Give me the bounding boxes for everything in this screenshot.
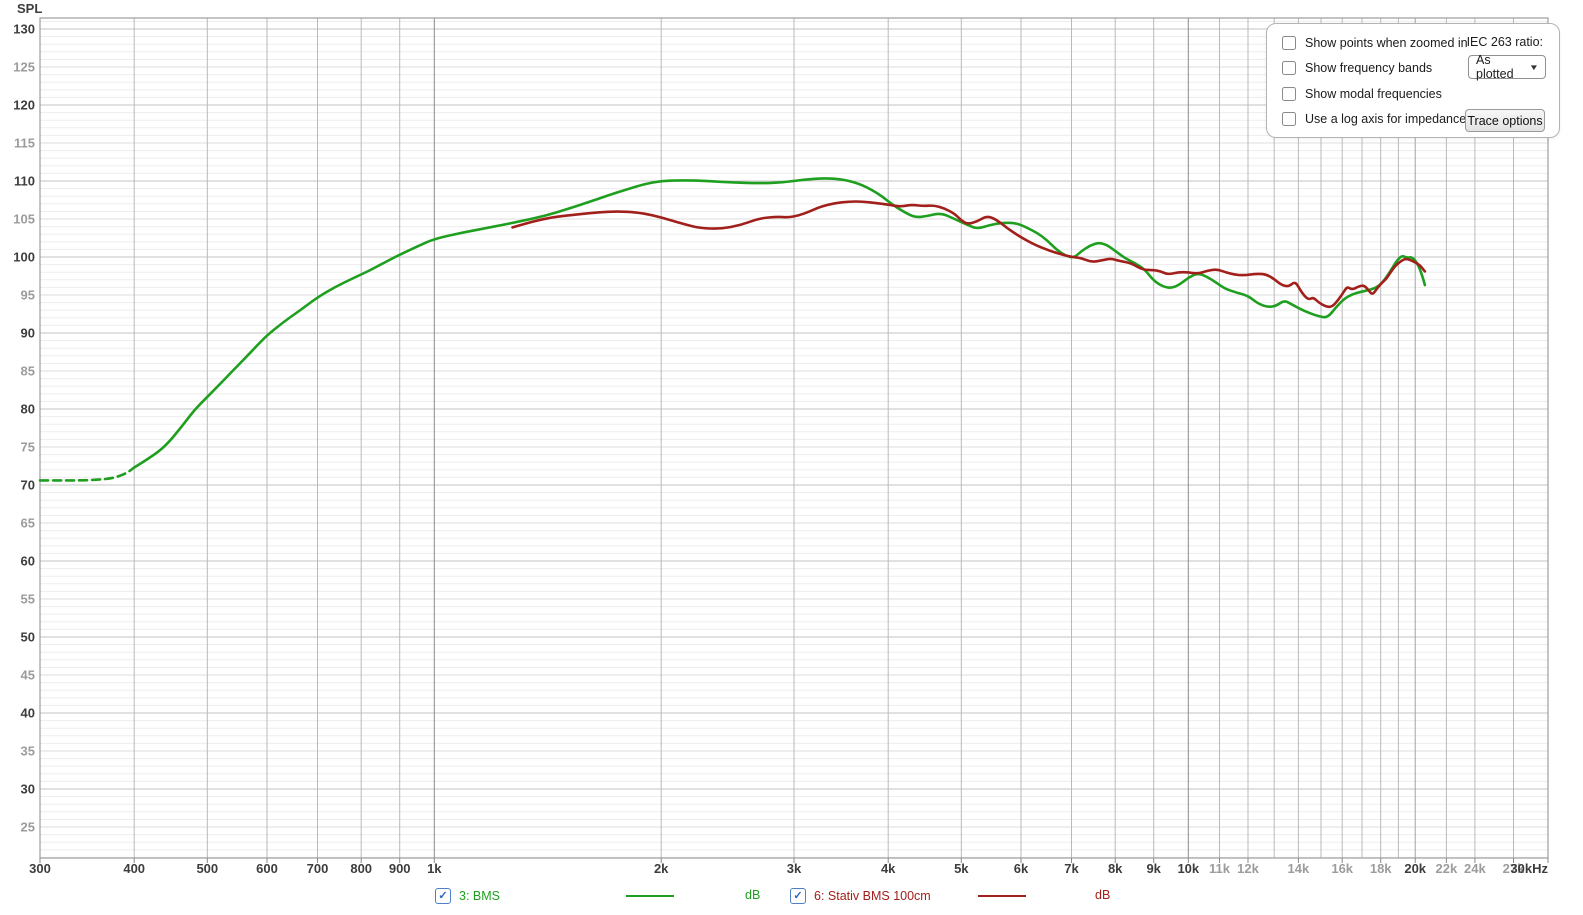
svg-text:60: 60 — [21, 554, 35, 569]
svg-text:12k: 12k — [1237, 861, 1259, 876]
chevron-down-icon: ▼ — [1528, 62, 1540, 72]
show-points-checkbox[interactable] — [1282, 36, 1296, 50]
svg-text:25: 25 — [21, 820, 35, 835]
checkbox-row-modal-frequencies[interactable]: Show modal frequencies — [1282, 85, 1442, 103]
svg-text:30: 30 — [21, 782, 35, 797]
trace-options-button[interactable]: Trace options — [1465, 109, 1545, 132]
log-impedance-checkbox[interactable] — [1282, 112, 1296, 126]
svg-text:800: 800 — [350, 861, 372, 876]
svg-text:10k: 10k — [1177, 861, 1199, 876]
svg-text:115: 115 — [14, 136, 35, 151]
frequency-bands-label: Show frequency bands — [1305, 61, 1433, 75]
svg-text:600: 600 — [256, 861, 278, 876]
svg-text:120: 120 — [13, 98, 35, 113]
svg-text:110: 110 — [14, 174, 35, 189]
trace-legend: ✓ 3: BMS dB ✓ 6: Stativ BMS 100cm dB — [0, 884, 1583, 910]
legend-checkbox-bms[interactable]: ✓ — [435, 888, 451, 904]
graph-options-panel: Show points when zoomed in Show frequenc… — [1266, 23, 1560, 138]
legend-unit-bms: dB — [745, 888, 761, 902]
svg-text:300: 300 — [29, 861, 51, 876]
iec-ratio-value: As plotted — [1476, 53, 1514, 81]
svg-text:14k: 14k — [1288, 861, 1310, 876]
svg-text:24k: 24k — [1464, 861, 1486, 876]
svg-text:1k: 1k — [427, 861, 442, 876]
svg-text:700: 700 — [307, 861, 329, 876]
svg-text:95: 95 — [21, 288, 35, 303]
legend-line-sample-stativ — [978, 895, 1026, 897]
svg-text:30kHz: 30kHz — [1510, 861, 1548, 876]
svg-text:4k: 4k — [881, 861, 896, 876]
svg-text:65: 65 — [21, 516, 35, 531]
svg-text:20k: 20k — [1404, 861, 1426, 876]
show-points-label: Show points when zoomed in — [1305, 36, 1468, 50]
svg-text:400: 400 — [123, 861, 145, 876]
svg-text:6k: 6k — [1014, 861, 1029, 876]
svg-text:80: 80 — [21, 402, 35, 417]
iec-ratio-label: IEC 263 ratio: — [1466, 35, 1543, 49]
legend-item-bms: ✓ 3: BMS — [435, 884, 500, 908]
svg-text:11k: 11k — [1209, 861, 1231, 876]
legend-item-stativ: ✓ 6: Stativ BMS 100cm — [790, 884, 931, 908]
svg-text:22k: 22k — [1436, 861, 1458, 876]
svg-text:90: 90 — [21, 326, 35, 341]
modal-frequencies-checkbox[interactable] — [1282, 87, 1296, 101]
checkbox-row-frequency-bands[interactable]: Show frequency bands — [1282, 59, 1432, 77]
svg-text:50: 50 — [21, 630, 35, 645]
iec-ratio-dropdown[interactable]: As plotted ▼ — [1468, 53, 1546, 81]
svg-text:105: 105 — [13, 212, 35, 227]
svg-text:100: 100 — [13, 250, 35, 265]
legend-line-sample-bms — [626, 895, 674, 897]
svg-text:40: 40 — [21, 706, 35, 721]
svg-text:70: 70 — [21, 478, 35, 493]
legend-label-bms: 3: BMS — [459, 889, 500, 903]
svg-text:125: 125 — [13, 60, 35, 75]
y-axis-title: SPL — [17, 1, 43, 16]
log-impedance-label: Use a log axis for impedance — [1305, 112, 1467, 126]
svg-text:3k: 3k — [787, 861, 802, 876]
svg-text:8k: 8k — [1108, 861, 1123, 876]
svg-text:85: 85 — [21, 364, 35, 379]
svg-text:500: 500 — [196, 861, 218, 876]
legend-label-stativ: 6: Stativ BMS 100cm — [814, 889, 931, 903]
svg-text:75: 75 — [21, 440, 35, 455]
svg-text:5k: 5k — [954, 861, 969, 876]
svg-text:27k: 27k — [1503, 861, 1525, 876]
svg-text:18k: 18k — [1370, 861, 1392, 876]
svg-text:130: 130 — [13, 22, 35, 37]
modal-frequencies-label: Show modal frequencies — [1305, 87, 1442, 101]
svg-text:7k: 7k — [1064, 861, 1079, 876]
svg-text:55: 55 — [21, 592, 35, 607]
svg-text:2k: 2k — [654, 861, 669, 876]
svg-text:9k: 9k — [1146, 861, 1161, 876]
svg-text:16k: 16k — [1331, 861, 1353, 876]
legend-checkbox-stativ[interactable]: ✓ — [790, 888, 806, 904]
legend-unit-stativ: dB — [1095, 888, 1111, 902]
checkbox-row-log-impedance[interactable]: Use a log axis for impedance — [1282, 110, 1466, 128]
checkbox-row-show-points[interactable]: Show points when zoomed in — [1282, 34, 1468, 52]
svg-text:35: 35 — [21, 744, 35, 759]
frequency-bands-checkbox[interactable] — [1282, 61, 1296, 75]
svg-text:45: 45 — [21, 668, 35, 683]
svg-text:900: 900 — [389, 861, 411, 876]
